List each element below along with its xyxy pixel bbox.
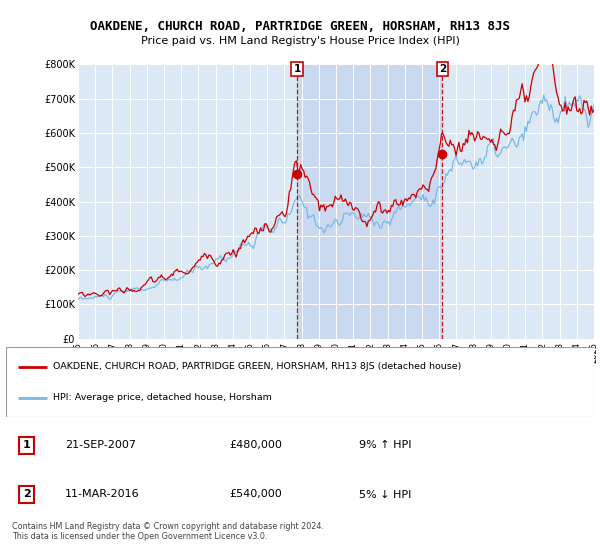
- Text: 2: 2: [23, 489, 31, 500]
- Bar: [297, 64, 442, 339]
- Text: HPI: Average price, detached house, Horsham: HPI: Average price, detached house, Hors…: [53, 393, 272, 402]
- Text: 2: 2: [439, 64, 446, 74]
- Text: Contains HM Land Registry data © Crown copyright and database right 2024.
This d: Contains HM Land Registry data © Crown c…: [12, 522, 324, 542]
- Text: £540,000: £540,000: [229, 489, 282, 500]
- Text: £480,000: £480,000: [229, 441, 283, 450]
- Text: Price paid vs. HM Land Registry's House Price Index (HPI): Price paid vs. HM Land Registry's House …: [140, 36, 460, 46]
- Text: 11-MAR-2016: 11-MAR-2016: [65, 489, 139, 500]
- Text: 9% ↑ HPI: 9% ↑ HPI: [359, 441, 412, 450]
- Text: 1: 1: [293, 64, 301, 74]
- Text: 5% ↓ HPI: 5% ↓ HPI: [359, 489, 411, 500]
- Text: OAKDENE, CHURCH ROAD, PARTRIDGE GREEN, HORSHAM, RH13 8JS: OAKDENE, CHURCH ROAD, PARTRIDGE GREEN, H…: [90, 20, 510, 32]
- Text: 21-SEP-2007: 21-SEP-2007: [65, 441, 136, 450]
- Text: OAKDENE, CHURCH ROAD, PARTRIDGE GREEN, HORSHAM, RH13 8JS (detached house): OAKDENE, CHURCH ROAD, PARTRIDGE GREEN, H…: [53, 362, 461, 371]
- Text: 1: 1: [23, 441, 31, 450]
- FancyBboxPatch shape: [6, 347, 594, 417]
